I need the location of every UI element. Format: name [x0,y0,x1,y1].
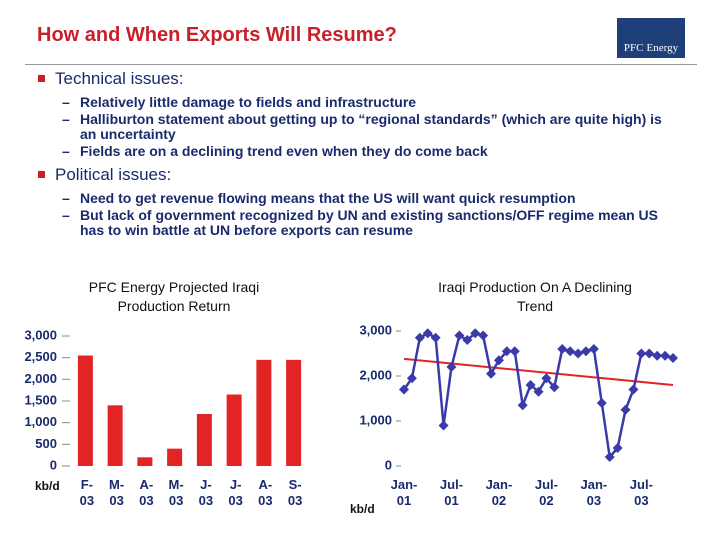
marker [541,373,552,384]
marker [501,346,512,357]
logo-text: Energy [646,42,679,54]
x-tick-label: Jan- 01 [390,477,418,508]
x-tick-label: Jan- 02 [485,477,513,508]
marker [517,400,528,411]
marker [533,386,544,397]
sub-bullet: Need to get revenue flowing means that t… [62,191,667,206]
x-tick-label: A- 03 [139,477,154,508]
bar [226,394,242,466]
logo-text: PFC [623,42,644,54]
y-tick-label: 1,500 [24,392,57,407]
marker [430,332,441,343]
marker [596,398,607,408]
marker [446,362,457,372]
sub-bullets: Relatively little damage to fields and i… [62,95,667,159]
chart-title: Iraqi Production On A Declining Trend [438,279,632,314]
x-tick-label: A- 03 [258,477,273,508]
x-tick-label: J- 03 [198,477,214,508]
marker [493,355,504,366]
bar [167,448,183,466]
y-tick-label: 2,000 [24,371,57,386]
bullet-heading: Technical issues: [37,68,667,90]
marker [549,382,560,393]
marker [620,404,631,415]
marker [478,330,489,341]
marker [462,335,473,345]
slide-title: How and When Exports Will Resume? [37,24,397,46]
bar [286,359,302,466]
marker [414,332,425,343]
y-tick-label: 2,000 [359,367,392,382]
marker [565,346,576,357]
marker [454,330,465,341]
x-tick-label: F- 03 [79,477,95,508]
bar [196,414,212,466]
x-tick-label: J- 03 [228,477,243,508]
sub-bullet: Fields are on a declining trend even whe… [62,143,667,159]
x-tick-label: Jul- 02 [534,477,558,508]
y-tick-label: 500 [35,436,57,451]
sub-bullet: Relatively little damage to fields and i… [62,95,667,110]
marker [509,346,520,357]
chart-title: PFC Energy Projected Iraqi Production Re… [88,279,260,314]
marker [644,348,655,359]
marker [604,452,615,462]
marker [628,384,639,395]
x-tick-label: Jul- 01 [439,477,464,508]
marker [612,443,623,453]
marker [573,348,584,359]
marker [557,344,568,354]
trend-line [403,357,674,386]
title-rule [25,64,697,65]
bar [137,457,153,466]
marker [486,368,497,379]
sub-bullet: Halliburton statement about getting up t… [62,112,667,141]
marker [422,328,433,339]
y-tick-label: 3,000 [359,322,392,337]
y-tick-label: 0 [385,457,392,472]
y-tick-label: 2,500 [24,349,57,364]
x-tick-label: S- 03 [287,477,303,508]
sub-bullet: But lack of government recognized by UN … [62,208,667,237]
marker [525,380,536,390]
bar [107,405,123,466]
y-tick-label: 1,000 [24,414,57,429]
x-tick-label: M- 03 [168,477,184,508]
marker [470,328,481,339]
bullet-heading: Political issues: [37,164,667,186]
marker [406,373,417,384]
sub-bullets: Need to get revenue flowing means that t… [62,191,667,237]
marker [399,384,409,395]
x-tick-label: M- 03 [109,477,125,508]
bullets: Technical issues: Relatively little damag… [37,66,667,243]
marker [652,350,663,361]
marker [438,420,449,431]
marker [588,344,599,354]
x-tick-label: Jan- 03 [580,477,608,508]
bar [77,355,93,466]
unit-label: kb/d [35,479,60,493]
marker [660,350,671,361]
bar [256,359,272,466]
unit-label: kb/d [350,502,375,516]
y-tick-label: 1,000 [359,412,392,427]
x-tick-label: Jul- 03 [629,477,653,508]
logo: PFC Energy [617,18,685,58]
marker [580,346,591,357]
marker [636,348,647,359]
y-tick-label: 0 [50,457,57,472]
y-tick-label: 3,000 [24,327,57,342]
marker [668,353,678,363]
